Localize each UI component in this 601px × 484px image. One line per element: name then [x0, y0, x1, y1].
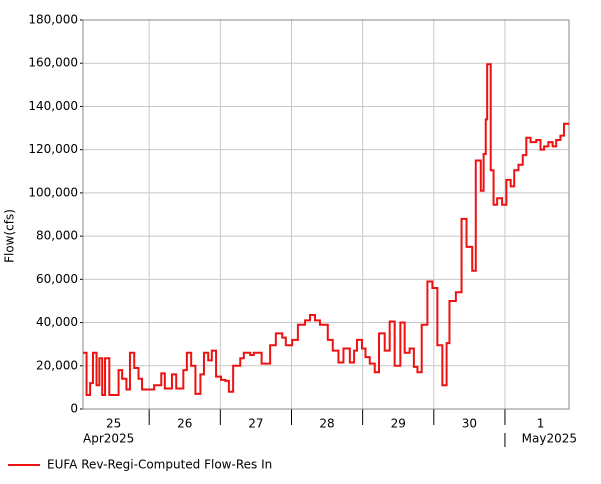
- x-tick-label: 25: [106, 417, 121, 431]
- y-tick-label: 0: [70, 402, 78, 416]
- y-tick-label: 120,000: [28, 142, 78, 156]
- y-tick-label: 160,000: [28, 56, 78, 70]
- y-tick-label: 180,000: [28, 13, 78, 27]
- x-tick-label: 1: [537, 417, 545, 431]
- plot-border: [82, 19, 570, 410]
- legend-label: EUFA Rev-Regi-Computed Flow-Res In: [47, 458, 272, 472]
- period-label: May2025: [522, 432, 577, 446]
- x-tick-label: 30: [462, 417, 477, 431]
- y-tick-label: 60,000: [36, 272, 78, 286]
- y-tick-label: 20,000: [36, 358, 78, 372]
- y-tick-label: 80,000: [36, 229, 78, 243]
- x-tick-label: 26: [177, 417, 192, 431]
- x-tick-label: 29: [391, 417, 406, 431]
- y-axis-label: Flow(cfs): [3, 209, 17, 263]
- series-line: [83, 63, 569, 396]
- y-tick-label: 100,000: [28, 185, 78, 199]
- y-tick-label: 40,000: [36, 315, 78, 329]
- x-tick-label: 28: [319, 417, 334, 431]
- y-tick-label: 140,000: [28, 99, 78, 113]
- x-tick-label: 27: [248, 417, 263, 431]
- period-label: Apr2025: [83, 432, 134, 446]
